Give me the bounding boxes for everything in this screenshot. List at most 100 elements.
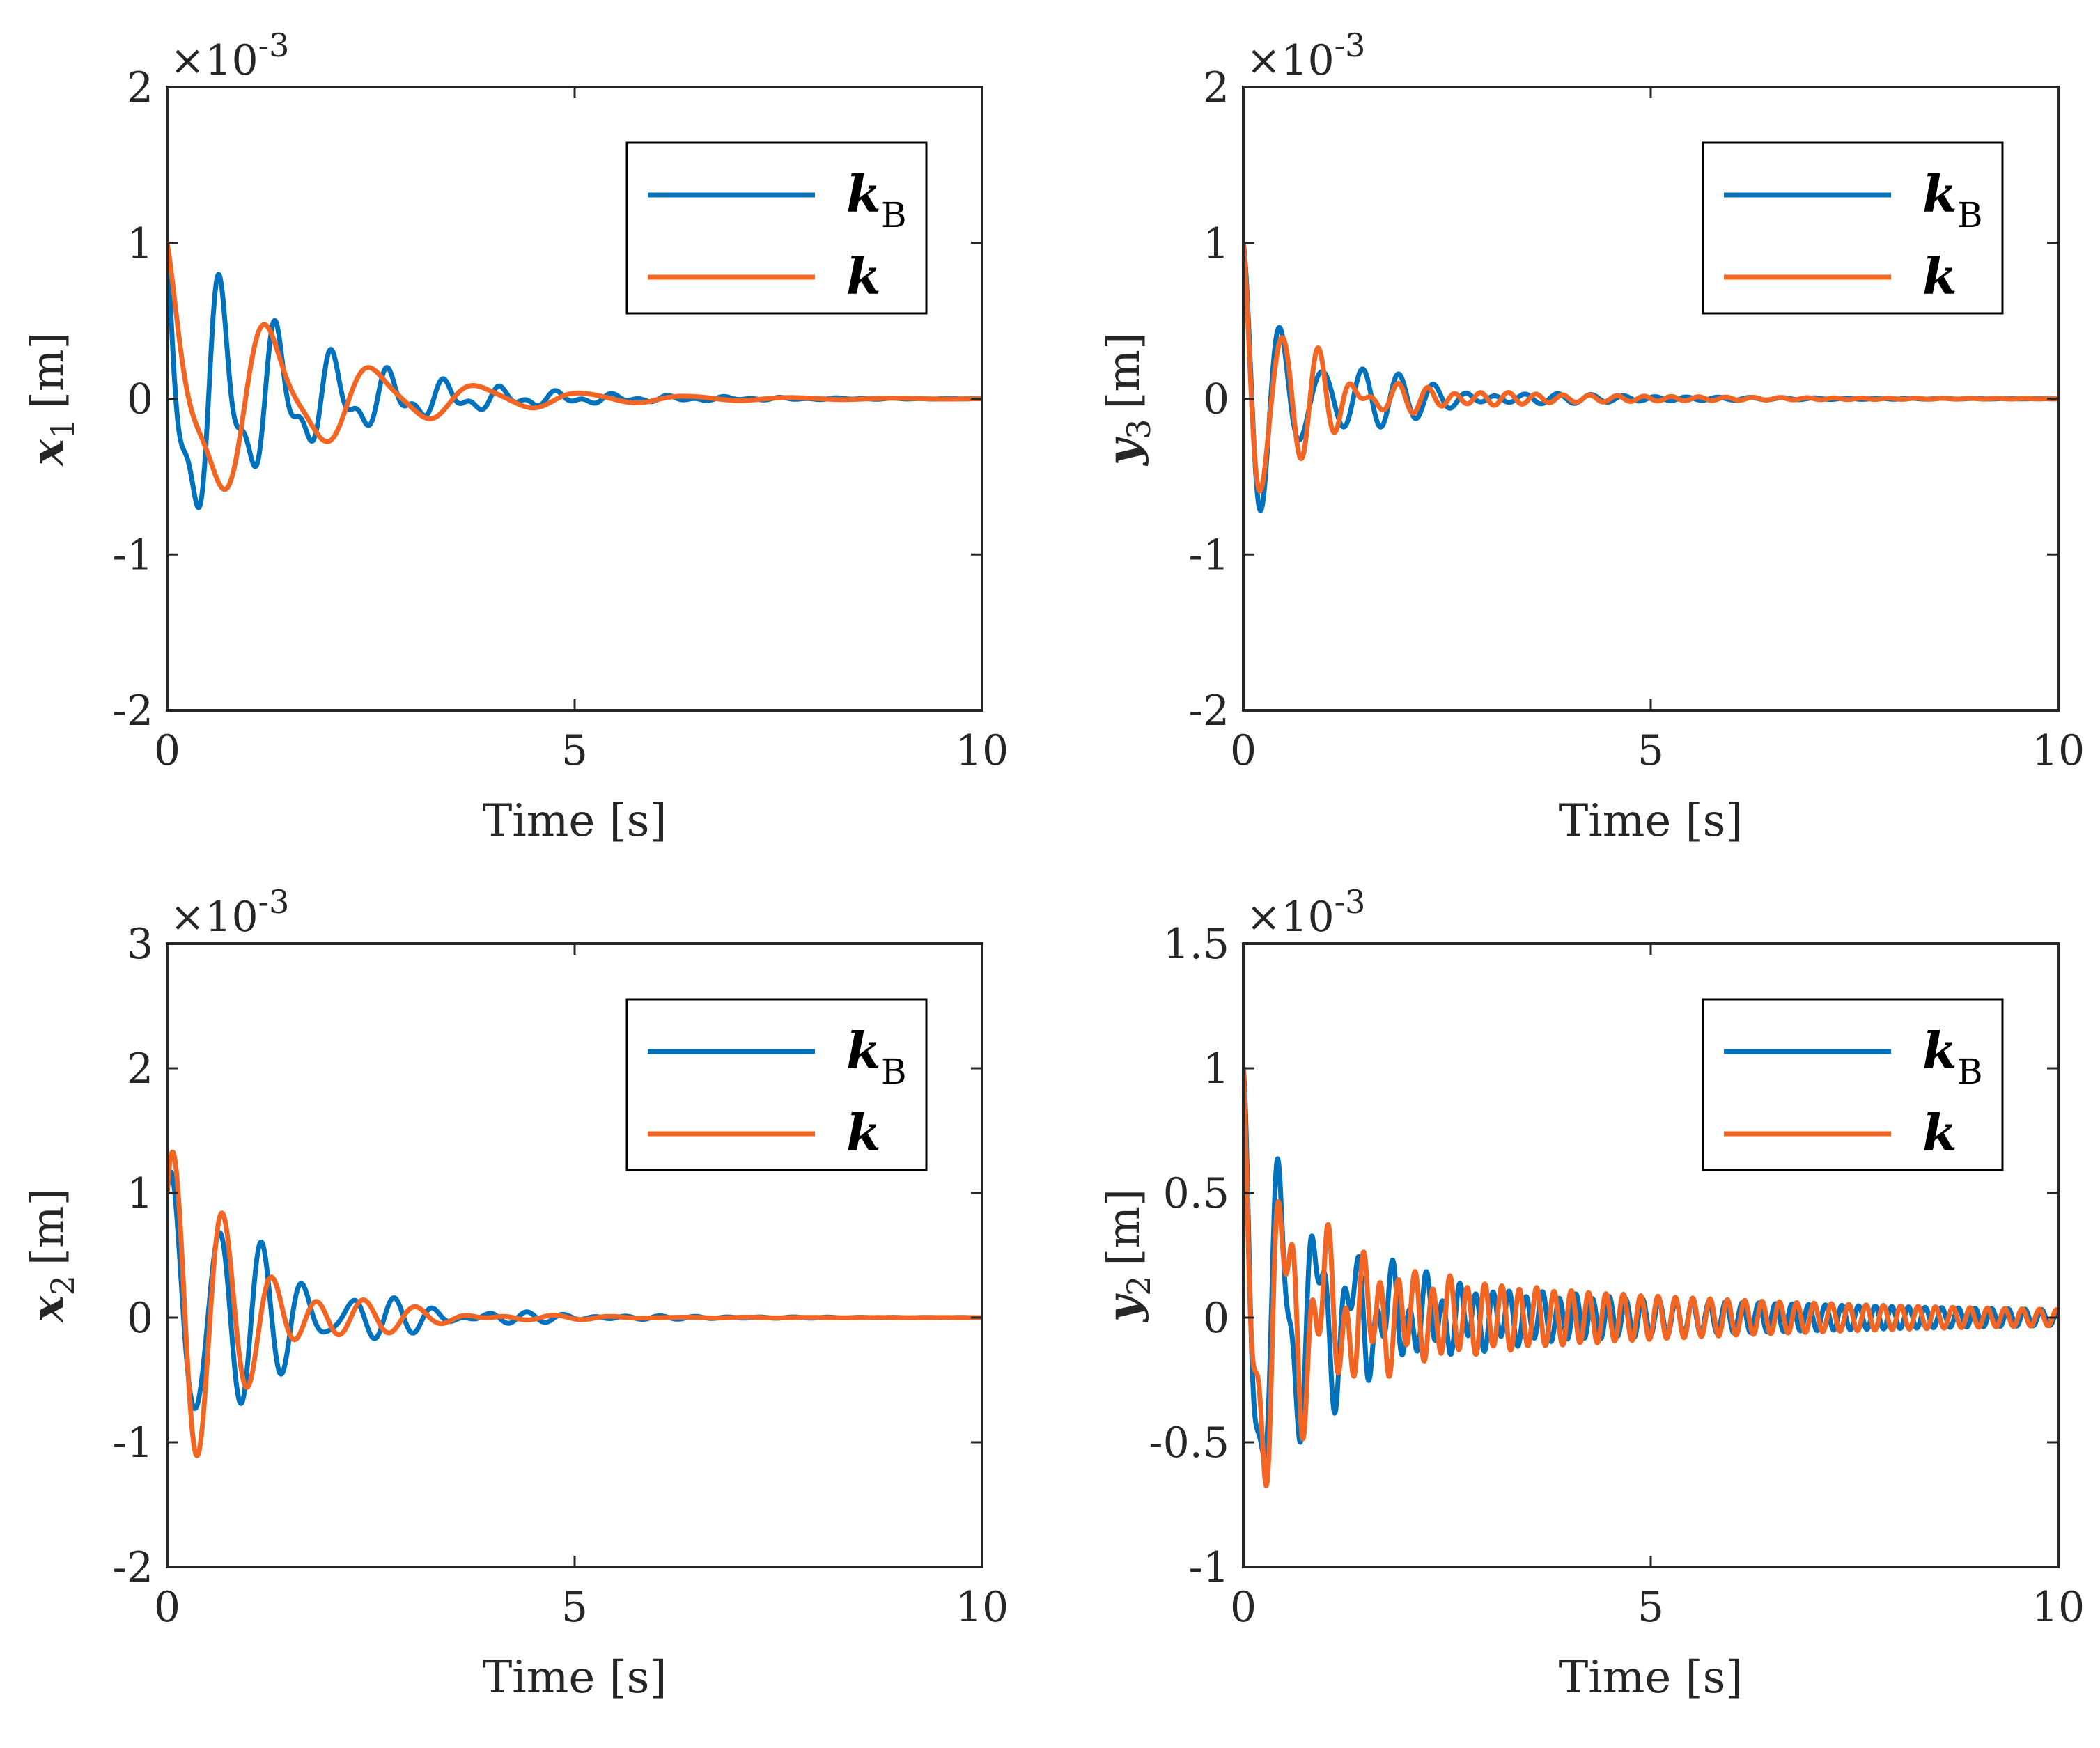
- y-tick-label: 0: [1203, 375, 1229, 424]
- legend-box: [625, 998, 928, 1171]
- y-tick-label: 0: [127, 375, 153, 424]
- y-tick-label: 0: [127, 1294, 153, 1343]
- y-tick-label: -1: [113, 1419, 153, 1467]
- legend-label-k: k: [1922, 1103, 1957, 1162]
- legend-label-main: k: [1922, 1103, 1957, 1162]
- y-axis-unit: [m]: [22, 331, 74, 409]
- y-tick-label: 2: [127, 1045, 153, 1093]
- y-axis-symbol: y: [1098, 437, 1150, 467]
- legend-label-subscript: B: [881, 195, 907, 235]
- y-axis-title: x2 [m]: [22, 1188, 81, 1323]
- y-tick-label: 1: [1203, 219, 1229, 268]
- legend-label-subscript: B: [1957, 195, 1983, 235]
- y-axis-unit: [m]: [22, 1188, 74, 1265]
- y-axis-title: y2 [m]: [1098, 1189, 1158, 1323]
- y-tick-label: 2: [1203, 63, 1229, 112]
- series-line-x2-k: [167, 1149, 982, 1458]
- y-exponent-base: ×10: [1246, 36, 1335, 85]
- legend-label-k: k: [846, 247, 881, 306]
- x-tick-label: 0: [154, 726, 180, 775]
- x-tick-label: 5: [561, 726, 588, 775]
- y-axis-title: y3 [m]: [1098, 332, 1158, 467]
- y-tick-label: -1: [113, 531, 153, 579]
- y-exponent-label: ×10-3: [170, 883, 289, 942]
- y-exponent-base: ×10: [170, 893, 258, 942]
- x-axis-title: Time [s]: [483, 795, 667, 847]
- x-tick-label: 5: [1638, 1583, 1664, 1632]
- y-tick-label: 3: [127, 920, 153, 969]
- y-tick-label: -2: [113, 687, 153, 735]
- legend: kBk: [625, 998, 928, 1171]
- x-tick-label: 0: [1230, 726, 1257, 775]
- y-tick-label: 1.5: [1163, 920, 1229, 969]
- y-tick-label: 1: [127, 1169, 153, 1218]
- legend-label-subscript: B: [1957, 1052, 1983, 1092]
- x-tick-label: 5: [1638, 726, 1664, 775]
- x-axis-title: Time [s]: [483, 1652, 667, 1703]
- x-axis-title: Time [s]: [1559, 1652, 1743, 1703]
- legend-label-main: k: [846, 1021, 881, 1080]
- y-exponent-power: -3: [1335, 26, 1366, 64]
- legend: kBk: [1702, 998, 2004, 1171]
- series-line-x2-kB: [167, 1169, 982, 1412]
- legend-label-subscript: B: [881, 1052, 907, 1092]
- legend-box: [625, 141, 928, 315]
- y-axis-subscript: 1: [44, 419, 81, 439]
- legend-label-kB: kB: [846, 164, 907, 235]
- x-tick-label: 10: [956, 726, 1009, 775]
- y-tick-label: 2: [127, 63, 153, 112]
- legend-label-main: k: [1922, 1021, 1957, 1080]
- y-axis-subscript: 2: [1120, 1276, 1158, 1296]
- x-tick-label: 10: [2032, 726, 2085, 775]
- legend: kBk: [625, 141, 928, 315]
- legend-label-k: k: [1922, 247, 1957, 306]
- legend-label-k: k: [846, 1103, 881, 1162]
- y-exponent-power: -3: [258, 883, 290, 921]
- y-axis-symbol: x: [22, 439, 74, 467]
- y-exponent-base: ×10: [1246, 893, 1335, 942]
- legend: kB k: [1702, 141, 2004, 315]
- y-exponent-label: ×10-3: [1246, 26, 1365, 85]
- legend-box: [1702, 141, 2004, 315]
- x-tick-label: 10: [2032, 1583, 2085, 1632]
- y-axis-subscript: 3: [1120, 419, 1158, 439]
- y-axis-unit: [m]: [1098, 1189, 1150, 1266]
- legend-label-main: k: [846, 1103, 881, 1162]
- legend-label-main: k: [846, 164, 881, 224]
- y-tick-label: -2: [1189, 687, 1229, 735]
- legend-label-main: k: [1922, 247, 1957, 306]
- y-exponent-label: ×10-3: [1246, 883, 1365, 942]
- y-tick-label: 1: [1203, 1045, 1229, 1093]
- y-tick-label: -1: [1189, 1543, 1229, 1592]
- y-exponent-power: -3: [258, 26, 290, 64]
- y-tick-label: 1: [127, 219, 153, 268]
- y-tick-label: -1: [1189, 531, 1229, 579]
- legend-label-main: k: [846, 247, 881, 306]
- x-tick-label: 5: [561, 1583, 588, 1632]
- y-axis-title: x1 [m]: [22, 331, 81, 467]
- x-tick-label: 10: [956, 1583, 1009, 1632]
- y-tick-label: 0.5: [1163, 1169, 1229, 1218]
- legend-label-kB: kB: [1922, 1021, 1983, 1092]
- x-tick-label: 0: [154, 1583, 180, 1632]
- y-tick-label: -0.5: [1149, 1419, 1229, 1467]
- x-axis-title: Time [s]: [1559, 795, 1743, 847]
- y-axis-unit: [m]: [1098, 332, 1150, 409]
- legend-label-kB: kB: [846, 1021, 907, 1092]
- series-line-y2-k: [1243, 1066, 2058, 1488]
- y-exponent-power: -3: [1335, 883, 1366, 921]
- y-axis-subscript: 2: [44, 1275, 81, 1295]
- y-tick-label: -2: [113, 1543, 153, 1592]
- y-axis-symbol: y: [1098, 1293, 1150, 1323]
- y-tick-label: 0: [1203, 1294, 1229, 1343]
- series-line-y3-k: [1243, 240, 2058, 494]
- y-axis-symbol: x: [22, 1295, 74, 1324]
- chart-panel-y3: 0 5 10 -2 -1 0 1 2 ×10-3 Time [s] y3 [m] kB k: [1098, 26, 2085, 847]
- legend-label-kB: kB: [1922, 164, 1983, 235]
- series-line-x1-k: [167, 240, 982, 492]
- x-tick-label: 0: [1230, 1583, 1257, 1632]
- y-exponent-base: ×10: [170, 36, 258, 85]
